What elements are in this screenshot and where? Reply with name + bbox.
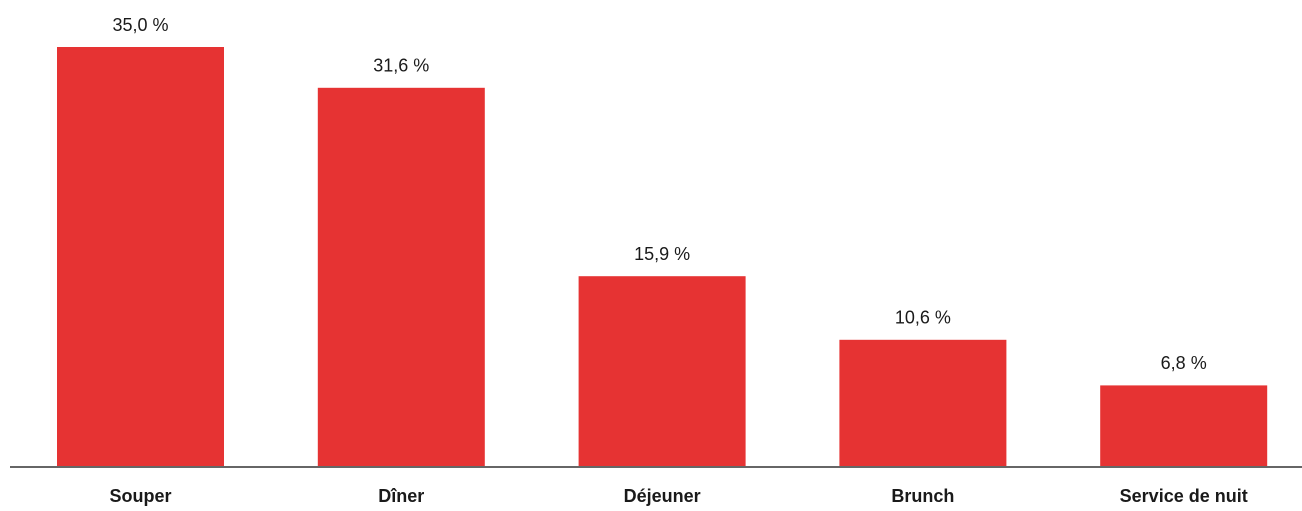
x-tick-label: Souper: [109, 486, 171, 506]
bar: [317, 87, 485, 468]
bar: [1100, 385, 1268, 467]
bar: [57, 47, 224, 467]
x-tick-label: Déjeuner: [624, 486, 701, 506]
bar: [578, 276, 746, 467]
value-label: 10,6 %: [895, 308, 951, 328]
bar: [839, 339, 1007, 467]
x-tick-label: Brunch: [891, 486, 954, 506]
value-label: 6,8 %: [1161, 353, 1207, 373]
x-tick-label: Service de nuit: [1120, 486, 1248, 506]
x-tick-label: Dîner: [378, 486, 424, 506]
value-label: 35,0 %: [112, 15, 168, 35]
value-label: 31,6 %: [373, 56, 429, 76]
value-label: 15,9 %: [634, 244, 690, 264]
